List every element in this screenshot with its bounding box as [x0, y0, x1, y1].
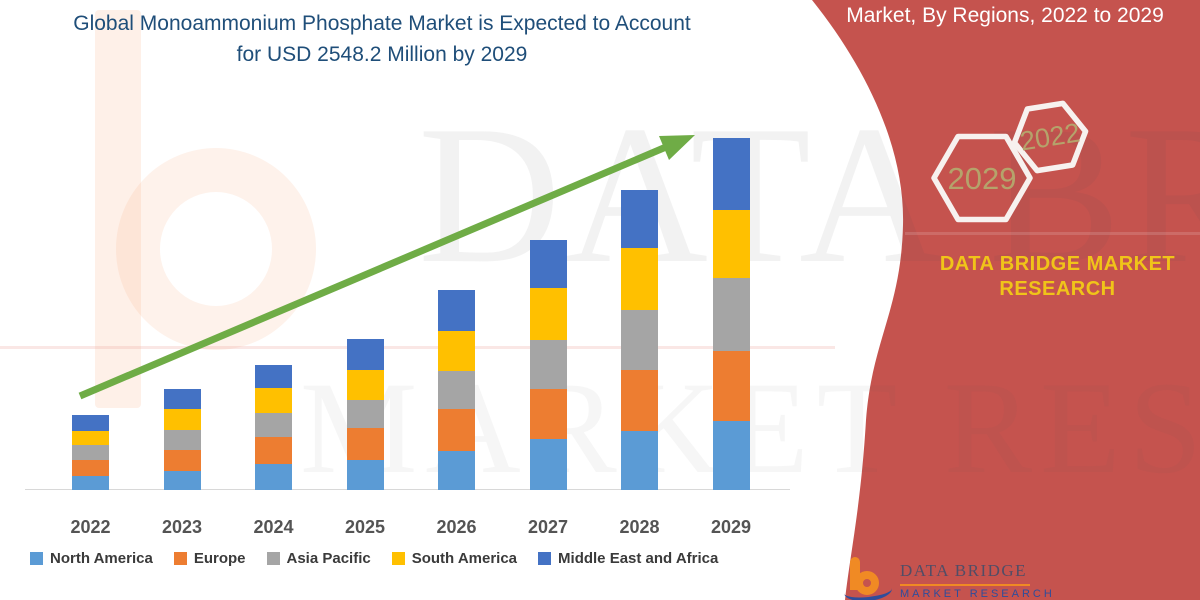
bar-2027-segment-north-america: [529, 438, 567, 490]
chart-legend: North America Europe Asia Pacific South Ame…: [30, 550, 718, 567]
legend-label: Middle East and Africa: [558, 550, 719, 567]
footer-logo-b-icon: [850, 557, 860, 590]
bar-2026-segment-middle-east-and-africa: [438, 289, 475, 332]
legend-swatch-icon: [538, 552, 552, 565]
banner-title: Market, By Regions, 2022 to 2029: [846, 4, 1164, 27]
bar-2025-segment-middle-east-and-africa: [346, 339, 384, 370]
stacked-bar-chart: 2022 2023 2024 2025 2026 2027 2028 2029 North A…: [25, 135, 790, 567]
legend-label: North America: [50, 550, 153, 567]
footer-logo-rule: [900, 584, 1030, 586]
bar-2024-segment-north-america: [255, 463, 292, 490]
trend-arrow: [78, 135, 695, 400]
legend-label: South America: [411, 550, 518, 567]
bar-2023-segment-asia-pacific: [163, 430, 201, 451]
legend-swatch-icon: [30, 552, 43, 565]
x-axis-label-2028: 2028: [619, 517, 660, 537]
hexagon-2029-outline: [931, 133, 1033, 223]
legend-item-south-america: South America: [391, 550, 518, 567]
legend-swatch-icon: [266, 552, 280, 565]
hexagon-year-badges: 2029 2022: [931, 100, 1089, 223]
page-title: Global Monoammonium Phosphate Market is …: [73, 12, 691, 66]
bar-2023: [163, 388, 201, 490]
bar-2023-segment-middle-east-and-africa: [163, 388, 201, 409]
bar-2024: [255, 365, 292, 490]
bar-2025-segment-north-america: [346, 460, 384, 490]
bar-2022-segment-north-america: [72, 476, 109, 490]
footer-logo-name: DATA BRIDGE: [900, 561, 1028, 580]
bar-2026-segment-europe: [438, 408, 475, 451]
x-axis-label-2024: 2024: [253, 517, 294, 537]
bar-2027-segment-south-america: [529, 287, 567, 340]
bar-2023-segment-north-america: [163, 471, 201, 490]
bar-2023-segment-south-america: [163, 408, 201, 431]
hexagon-2022-label: 2022: [1018, 117, 1082, 156]
bar-2029-segment-europe: [712, 350, 750, 421]
bar-2028: [621, 189, 658, 490]
footer-logo-subtitle: MARKET RESEARCH: [900, 588, 1055, 600]
legend-swatch-icon: [391, 552, 405, 565]
x-axis-label-2023: 2023: [161, 517, 203, 537]
x-axis-label-2026: 2026: [436, 517, 477, 537]
hexagon-2029-label: 2029: [948, 161, 1017, 196]
bar-2028-segment-europe: [621, 369, 658, 431]
bar-2024-segment-middle-east-and-africa: [255, 365, 292, 388]
bar-2024-segment-asia-pacific: [255, 413, 292, 437]
legend-item-asia-pacific: Asia Pacific: [266, 550, 371, 567]
bar-2027-segment-middle-east-and-africa: [529, 240, 567, 288]
hexagon-2029: 2029: [931, 133, 1033, 223]
x-axis-label-2029: 2029: [710, 517, 752, 537]
bar-2029: [712, 138, 750, 490]
bar-2027-segment-asia-pacific: [529, 339, 567, 390]
bar-2022-segment-asia-pacific: [72, 445, 109, 460]
x-axis-label-2025: 2025: [344, 517, 386, 537]
footer-logo-b-bowl-icon: [855, 571, 879, 595]
legend-item-north-america: North America: [30, 550, 153, 567]
bar-2026-segment-asia-pacific: [438, 370, 475, 409]
bar-2029-segment-north-america: [712, 420, 750, 490]
bar-2028-segment-asia-pacific: [621, 310, 658, 370]
red-banner-path: [812, 0, 1200, 600]
x-axis-label-2027: 2027: [527, 517, 569, 537]
bar-2024-segment-europe: [255, 436, 292, 464]
bar-2025: [346, 339, 384, 490]
bar-2028-segment-middle-east-and-africa: [621, 189, 658, 249]
legend-item-europe: Europe: [173, 550, 246, 567]
bar-2028-segment-north-america: [621, 430, 658, 490]
legend-label: Europe: [193, 550, 246, 567]
bar-2025-segment-europe: [346, 427, 384, 461]
bar-2026-segment-south-america: [438, 331, 475, 371]
bar-2022-segment-south-america: [72, 431, 109, 446]
bar-2029-segment-south-america: [712, 209, 750, 279]
legend-item-middle-east-and-africa: Middle East and Africa: [538, 550, 718, 567]
legend-swatch-icon: [173, 552, 187, 565]
x-axis-label-2022: 2022: [70, 517, 111, 537]
footer-logo: DATA BRIDGE MARKET RESEARCH: [838, 555, 1078, 600]
legend-label: Asia Pacific: [286, 550, 371, 567]
bar-2023-segment-europe: [163, 450, 201, 472]
bar-2022-segment-middle-east-and-africa: [72, 415, 109, 432]
bar-2025-segment-south-america: [346, 369, 384, 400]
brand-text-line2: RESEARCH: [999, 278, 1116, 300]
bar-2029-segment-asia-pacific: [712, 278, 750, 351]
bar-2022: [72, 415, 109, 490]
bar-2027: [529, 240, 567, 490]
bar-2026-segment-north-america: [438, 450, 475, 490]
bar-2026: [438, 289, 475, 490]
bar-2024-segment-south-america: [255, 387, 292, 414]
bar-2027-segment-europe: [529, 389, 567, 439]
brand-text-line1: DATA BRIDGE MARKET: [939, 253, 1176, 275]
hexagon-2022-outline: [1011, 100, 1089, 174]
bar-2029-segment-middle-east-and-africa: [712, 138, 750, 210]
x-axis-line: [25, 489, 790, 490]
bar-2025-segment-asia-pacific: [346, 399, 384, 428]
bar-2022-segment-europe: [72, 459, 109, 477]
brand-text-block: DATA BRIDGE MARKET RESEARCH: [925, 252, 1190, 302]
bar-2028-segment-south-america: [621, 248, 658, 311]
